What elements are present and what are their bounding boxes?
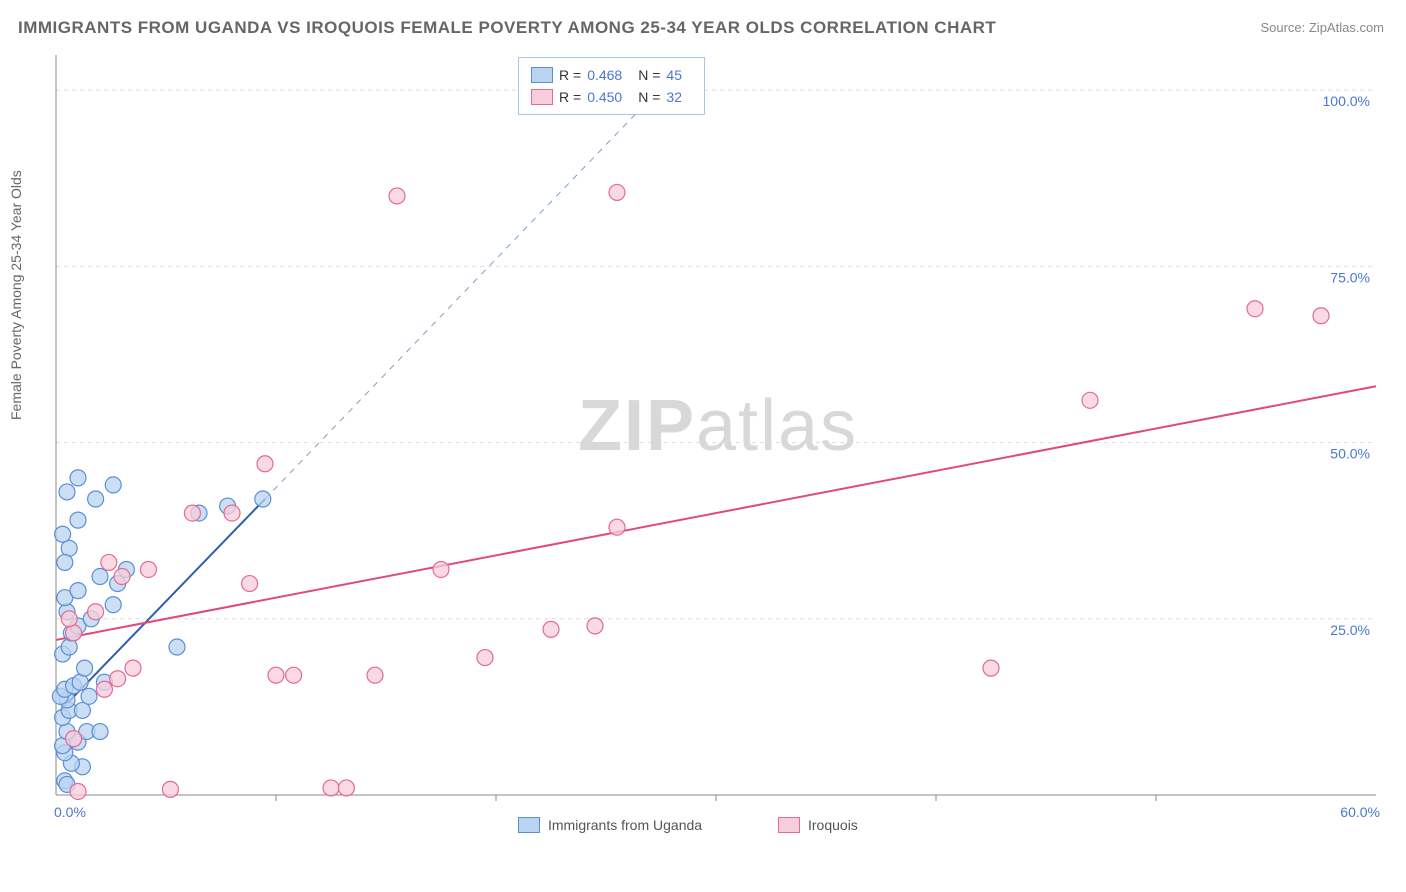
svg-text:25.0%: 25.0%: [1330, 622, 1370, 638]
svg-text:75.0%: 75.0%: [1330, 269, 1370, 285]
svg-text:0.0%: 0.0%: [54, 804, 86, 820]
chart-area: 25.0%50.0%75.0%100.0%0.0%60.0% ZIPatlas …: [48, 55, 1388, 815]
y-axis-label: Female Poverty Among 25-34 Year Olds: [8, 170, 24, 420]
chart-title: IMMIGRANTS FROM UGANDA VS IROQUOIS FEMAL…: [18, 18, 996, 38]
svg-text:100.0%: 100.0%: [1323, 93, 1370, 109]
legend-correlation-box: R = 0.468 N = 45 R = 0.450 N = 32: [518, 57, 705, 115]
svg-text:50.0%: 50.0%: [1330, 446, 1370, 462]
legend-swatch: [531, 89, 553, 105]
legend-label-iroquois: Iroquois: [808, 817, 858, 833]
legend-swatch-iroquois: [778, 817, 800, 833]
source-attribution: Source: ZipAtlas.com: [1260, 20, 1384, 35]
legend-swatch-uganda: [518, 817, 540, 833]
legend-correlation-row: R = 0.450 N = 32: [531, 86, 692, 108]
legend-swatch: [531, 67, 553, 83]
svg-text:60.0%: 60.0%: [1340, 804, 1380, 820]
legend-label-uganda: Immigrants from Uganda: [548, 817, 702, 833]
legend-series-1: Immigrants from Uganda: [518, 817, 702, 833]
scatter-plot: 25.0% 50.0% 75.0% 100.0% 0.0% 60.0%: [48, 55, 1388, 845]
legend-series-2: Iroquois: [778, 817, 858, 833]
legend-correlation-row: R = 0.468 N = 45: [531, 64, 692, 86]
